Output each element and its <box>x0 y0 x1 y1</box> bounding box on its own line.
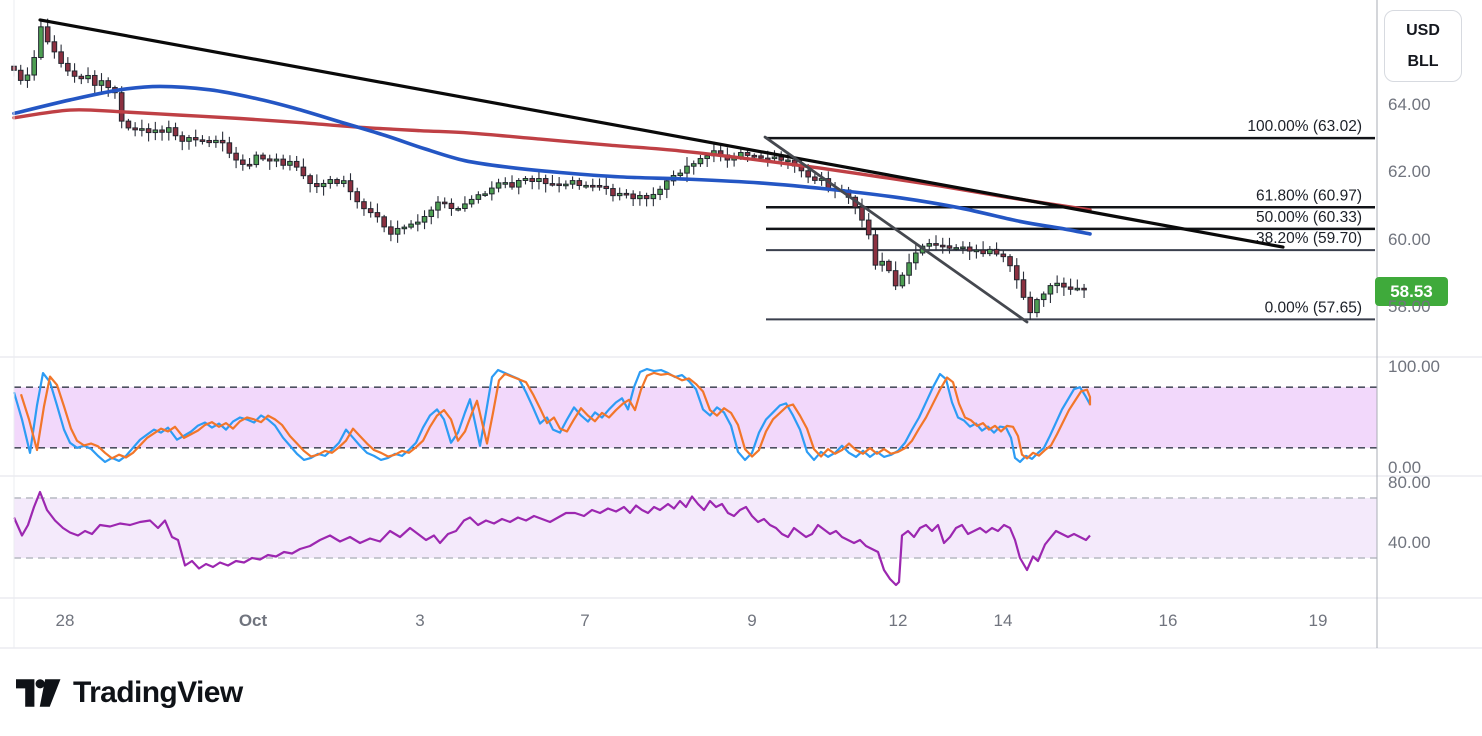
time-axis-label: 28 <box>55 611 75 630</box>
rsi-line <box>12 490 1091 587</box>
price-axis-label: 80.00 <box>1388 473 1431 492</box>
fib-label: 50.00% (60.33) <box>1256 209 1362 226</box>
time-axis-label: Oct <box>238 611 268 630</box>
candlestick-series <box>11 18 1087 321</box>
last-price-badge: 58.53 <box>1375 277 1448 306</box>
time-axis-label: 12 <box>888 611 908 630</box>
price-axis-label: 62.00 <box>1388 162 1431 181</box>
trendline-main[interactable] <box>38 18 1285 249</box>
price-axis-label: 40.00 <box>1388 533 1431 552</box>
time-axis-label: 16 <box>1158 611 1178 630</box>
time-axis-label: 3 <box>415 611 425 630</box>
time-axis-label: 19 <box>1308 611 1328 630</box>
time-axis-label: 7 <box>580 611 590 630</box>
fib-label: 38.20% (59.70) <box>1256 230 1362 247</box>
brand-name: TradingView <box>73 676 243 709</box>
time-axis-label: 14 <box>993 611 1013 630</box>
trendline-steep[interactable] <box>763 135 1029 324</box>
symbol-box[interactable]: USD BLL <box>1384 10 1462 82</box>
tradingview-logo-icon <box>16 679 61 707</box>
price-axis-label: 100.00 <box>1388 357 1440 376</box>
tradingview-branding[interactable]: TradingView <box>16 671 1482 715</box>
symbol-ticker-label: BLL <box>1407 52 1439 70</box>
time-axis-label: 9 <box>747 611 757 630</box>
stoch-k-line <box>12 367 1091 464</box>
fib-label: 0.00% (57.65) <box>1265 299 1362 316</box>
price-axis-label: 64.00 <box>1388 95 1431 114</box>
symbol-currency-label: USD <box>1406 21 1440 39</box>
fib-label: 61.80% (60.97) <box>1256 187 1362 204</box>
chart-area[interactable]: 100.00% (63.02) 61.80% (60.97) 50.00% (60.… <box>0 0 1482 650</box>
indicator-bands <box>14 386 1377 559</box>
price-chart-canvas[interactable]: 100.00% (63.02) 61.80% (60.97) 50.00% (60.… <box>0 0 1482 650</box>
ma-blue-line <box>12 84 1092 236</box>
price-axis-label: 60.00 <box>1388 230 1431 249</box>
pane-borders <box>0 0 1482 649</box>
stoch-d-line <box>19 371 1092 460</box>
fib-label: 100.00% (63.02) <box>1247 118 1362 135</box>
price-axis-label: 58.00 <box>1388 297 1431 316</box>
price-axis-label: 0.00 <box>1388 458 1422 477</box>
